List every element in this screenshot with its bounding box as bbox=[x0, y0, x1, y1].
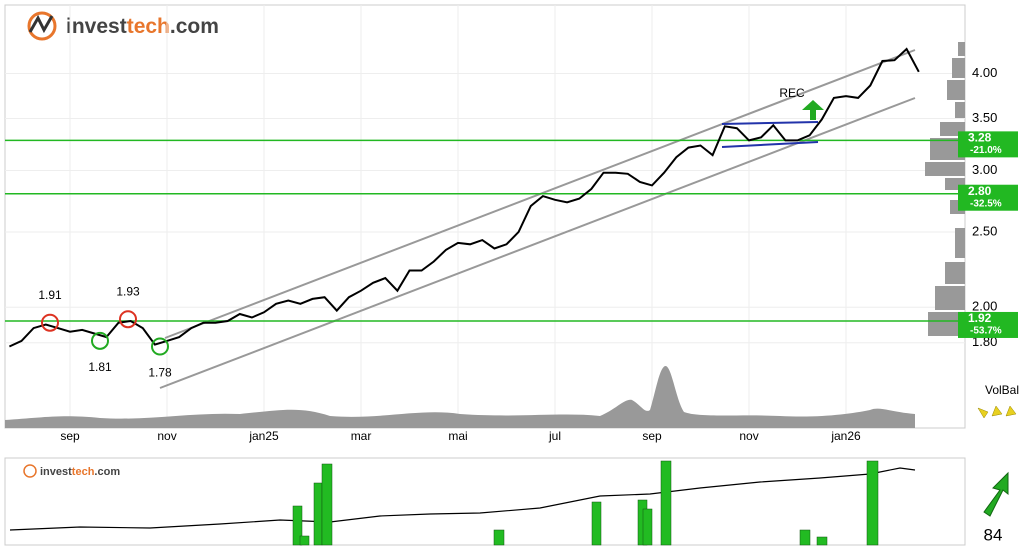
signal-bar bbox=[321, 463, 333, 546]
level-label: 2.80 bbox=[968, 184, 992, 198]
grid bbox=[5, 5, 965, 428]
logo-part: .com bbox=[170, 15, 219, 38]
pivot-circle bbox=[91, 331, 109, 350]
profile-bar bbox=[958, 42, 965, 56]
indicator-score: 84 bbox=[984, 525, 1003, 544]
small-arrow bbox=[1005, 405, 1017, 417]
signal-bar bbox=[493, 529, 505, 546]
x-tick-label: nov bbox=[739, 429, 758, 443]
y-tick-label: 3.00 bbox=[972, 162, 997, 177]
profile-bar bbox=[925, 162, 965, 176]
y-tick-label: 2.50 bbox=[972, 223, 997, 238]
x-tick-label: mai bbox=[448, 429, 467, 443]
y-tick-label: 4.00 bbox=[972, 65, 997, 80]
plot-frame bbox=[4, 4, 966, 429]
signal-bar bbox=[292, 505, 303, 546]
trend-channel bbox=[159, 97, 916, 389]
profile-bar bbox=[952, 58, 965, 78]
signal-bar bbox=[313, 482, 323, 546]
indicator-label: VolBal bbox=[985, 383, 1019, 397]
level-label: 3.28 bbox=[968, 131, 992, 145]
level-box bbox=[958, 184, 1018, 211]
logo-part: .com bbox=[94, 466, 120, 478]
small-arrow bbox=[977, 407, 989, 419]
y-tick-label: 3.50 bbox=[972, 110, 997, 125]
profile-bar bbox=[955, 102, 965, 118]
logo-part: tech bbox=[127, 15, 170, 38]
profile-bar bbox=[947, 80, 965, 100]
signal-bar bbox=[799, 529, 811, 546]
pivot-label: 1.81 bbox=[88, 360, 112, 374]
logo-part: invest bbox=[40, 466, 72, 478]
volume-area bbox=[5, 365, 915, 428]
logo-icon bbox=[27, 11, 57, 41]
lower-pane bbox=[4, 457, 966, 546]
x-tick-label: sep bbox=[642, 429, 662, 443]
level-change: -32.5% bbox=[970, 198, 1002, 209]
buy-arrow bbox=[802, 100, 824, 120]
pivot-circle bbox=[151, 337, 169, 356]
x-tick-label: jan25 bbox=[248, 429, 279, 443]
profile-bar bbox=[930, 138, 965, 160]
level-change: -21.0% bbox=[970, 145, 1002, 156]
x-tick-label: jul bbox=[548, 429, 561, 443]
pivot-label: 1.91 bbox=[38, 288, 62, 302]
rectangle-bottom bbox=[721, 141, 819, 148]
signal-bar bbox=[299, 535, 310, 546]
pivot-label: 1.93 bbox=[116, 284, 140, 298]
x-tick-label: nov bbox=[157, 429, 176, 443]
signal-bar bbox=[642, 508, 653, 546]
signal-bar bbox=[660, 460, 672, 546]
signal-bar bbox=[866, 460, 879, 546]
logo-icon bbox=[28, 14, 54, 34]
profile-bar bbox=[955, 228, 965, 258]
lower-pane-content bbox=[9, 460, 916, 546]
score-arrow bbox=[983, 471, 1009, 517]
y-tick-label: 2.00 bbox=[972, 299, 997, 314]
logo-icon bbox=[23, 464, 37, 478]
signal-bar bbox=[816, 536, 828, 546]
mini-logo: investtech.com bbox=[23, 464, 120, 478]
x-tick-label: mar bbox=[351, 429, 372, 443]
level-label: 1.92 bbox=[968, 311, 992, 325]
logo-text: investtech.com bbox=[66, 15, 219, 38]
price-line bbox=[8, 47, 920, 348]
pivot-label: 1.78 bbox=[148, 366, 172, 380]
logo-part: invest bbox=[66, 15, 127, 38]
annotation: REC bbox=[779, 86, 805, 100]
x-tick-label: sep bbox=[60, 429, 80, 443]
logo-text: investtech.com bbox=[40, 466, 120, 478]
level-box bbox=[958, 131, 1018, 158]
volbal-line bbox=[9, 467, 916, 531]
level-change: -53.7% bbox=[970, 326, 1002, 337]
volume-profile bbox=[925, 42, 965, 336]
logo-part: tech bbox=[72, 466, 95, 478]
level-box bbox=[958, 311, 1018, 338]
profile-bar bbox=[945, 262, 965, 284]
volbal-arrows bbox=[977, 405, 1017, 419]
x-tick-label: jan26 bbox=[830, 429, 861, 443]
profile-bar bbox=[935, 286, 965, 310]
pivot-circle bbox=[119, 310, 137, 329]
small-arrow bbox=[991, 405, 1003, 417]
pivot-circle bbox=[41, 313, 59, 332]
rectangle-top bbox=[721, 121, 819, 125]
logo: investtech.com bbox=[27, 11, 219, 41]
signal-bar bbox=[591, 501, 602, 546]
